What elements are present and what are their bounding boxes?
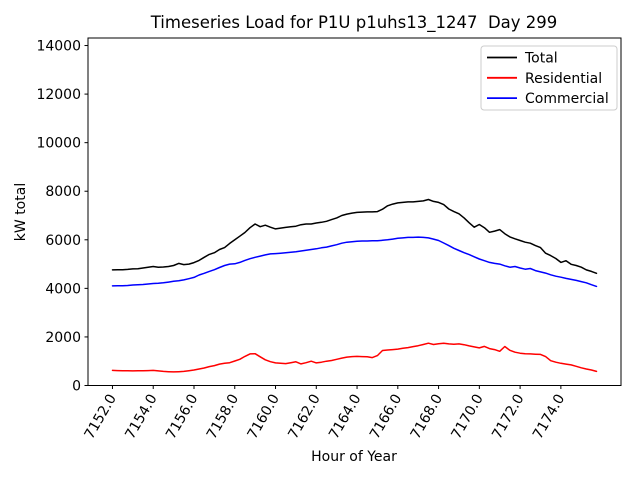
legend: Total Residential Commercial <box>480 45 618 111</box>
x-tick-label: 7162.0 <box>285 392 323 442</box>
x-tick-label: 7168.0 <box>408 392 446 442</box>
y-tick-label: 8000 <box>45 184 81 200</box>
y-tick-label: 2000 <box>45 330 81 346</box>
total-line <box>111 198 598 275</box>
x-tick-label: 7170.0 <box>448 392 486 442</box>
x-tick-label: 7156.0 <box>163 392 201 442</box>
x-tick-label: 7158.0 <box>204 392 242 442</box>
commercial-line <box>111 236 598 288</box>
x-tick-label: 7154.0 <box>122 392 160 442</box>
y-tick-label: 14000 <box>36 39 81 55</box>
y-axis-label: kW total <box>13 183 29 241</box>
legend-frame <box>480 45 618 111</box>
series-lines <box>111 198 598 373</box>
x-axis-ticks: 7152.0 7154.0 7156.0 7158.0 7160.0 7162.0 7164… <box>82 385 568 442</box>
x-tick-label: 7174.0 <box>530 392 568 442</box>
y-tick-label: 6000 <box>45 233 81 249</box>
x-tick-label: 7152.0 <box>82 392 120 442</box>
y-tick-label: 10000 <box>36 136 81 152</box>
x-tick-label: 7164.0 <box>326 392 364 442</box>
legend-commercial-label: Commercial <box>525 91 609 107</box>
y-tick-label: 12000 <box>36 87 81 103</box>
x-tick-label: 7172.0 <box>489 392 527 442</box>
y-axis-ticks: 0 2000 4000 6000 8000 10000 12000 14000 <box>36 39 88 395</box>
chart-title: Timeseries Load for P1U p1uhs13_1247 Day… <box>150 13 558 33</box>
legend-residential-label: Residential <box>525 71 602 87</box>
x-tick-label: 7160.0 <box>245 392 283 442</box>
x-tick-label: 7166.0 <box>367 392 405 442</box>
legend-total-label: Total <box>524 51 558 67</box>
y-tick-label: 4000 <box>45 281 81 297</box>
y-tick-label: 0 <box>72 379 81 395</box>
x-axis-label: Hour of Year <box>311 449 397 465</box>
residential-line <box>111 342 598 373</box>
